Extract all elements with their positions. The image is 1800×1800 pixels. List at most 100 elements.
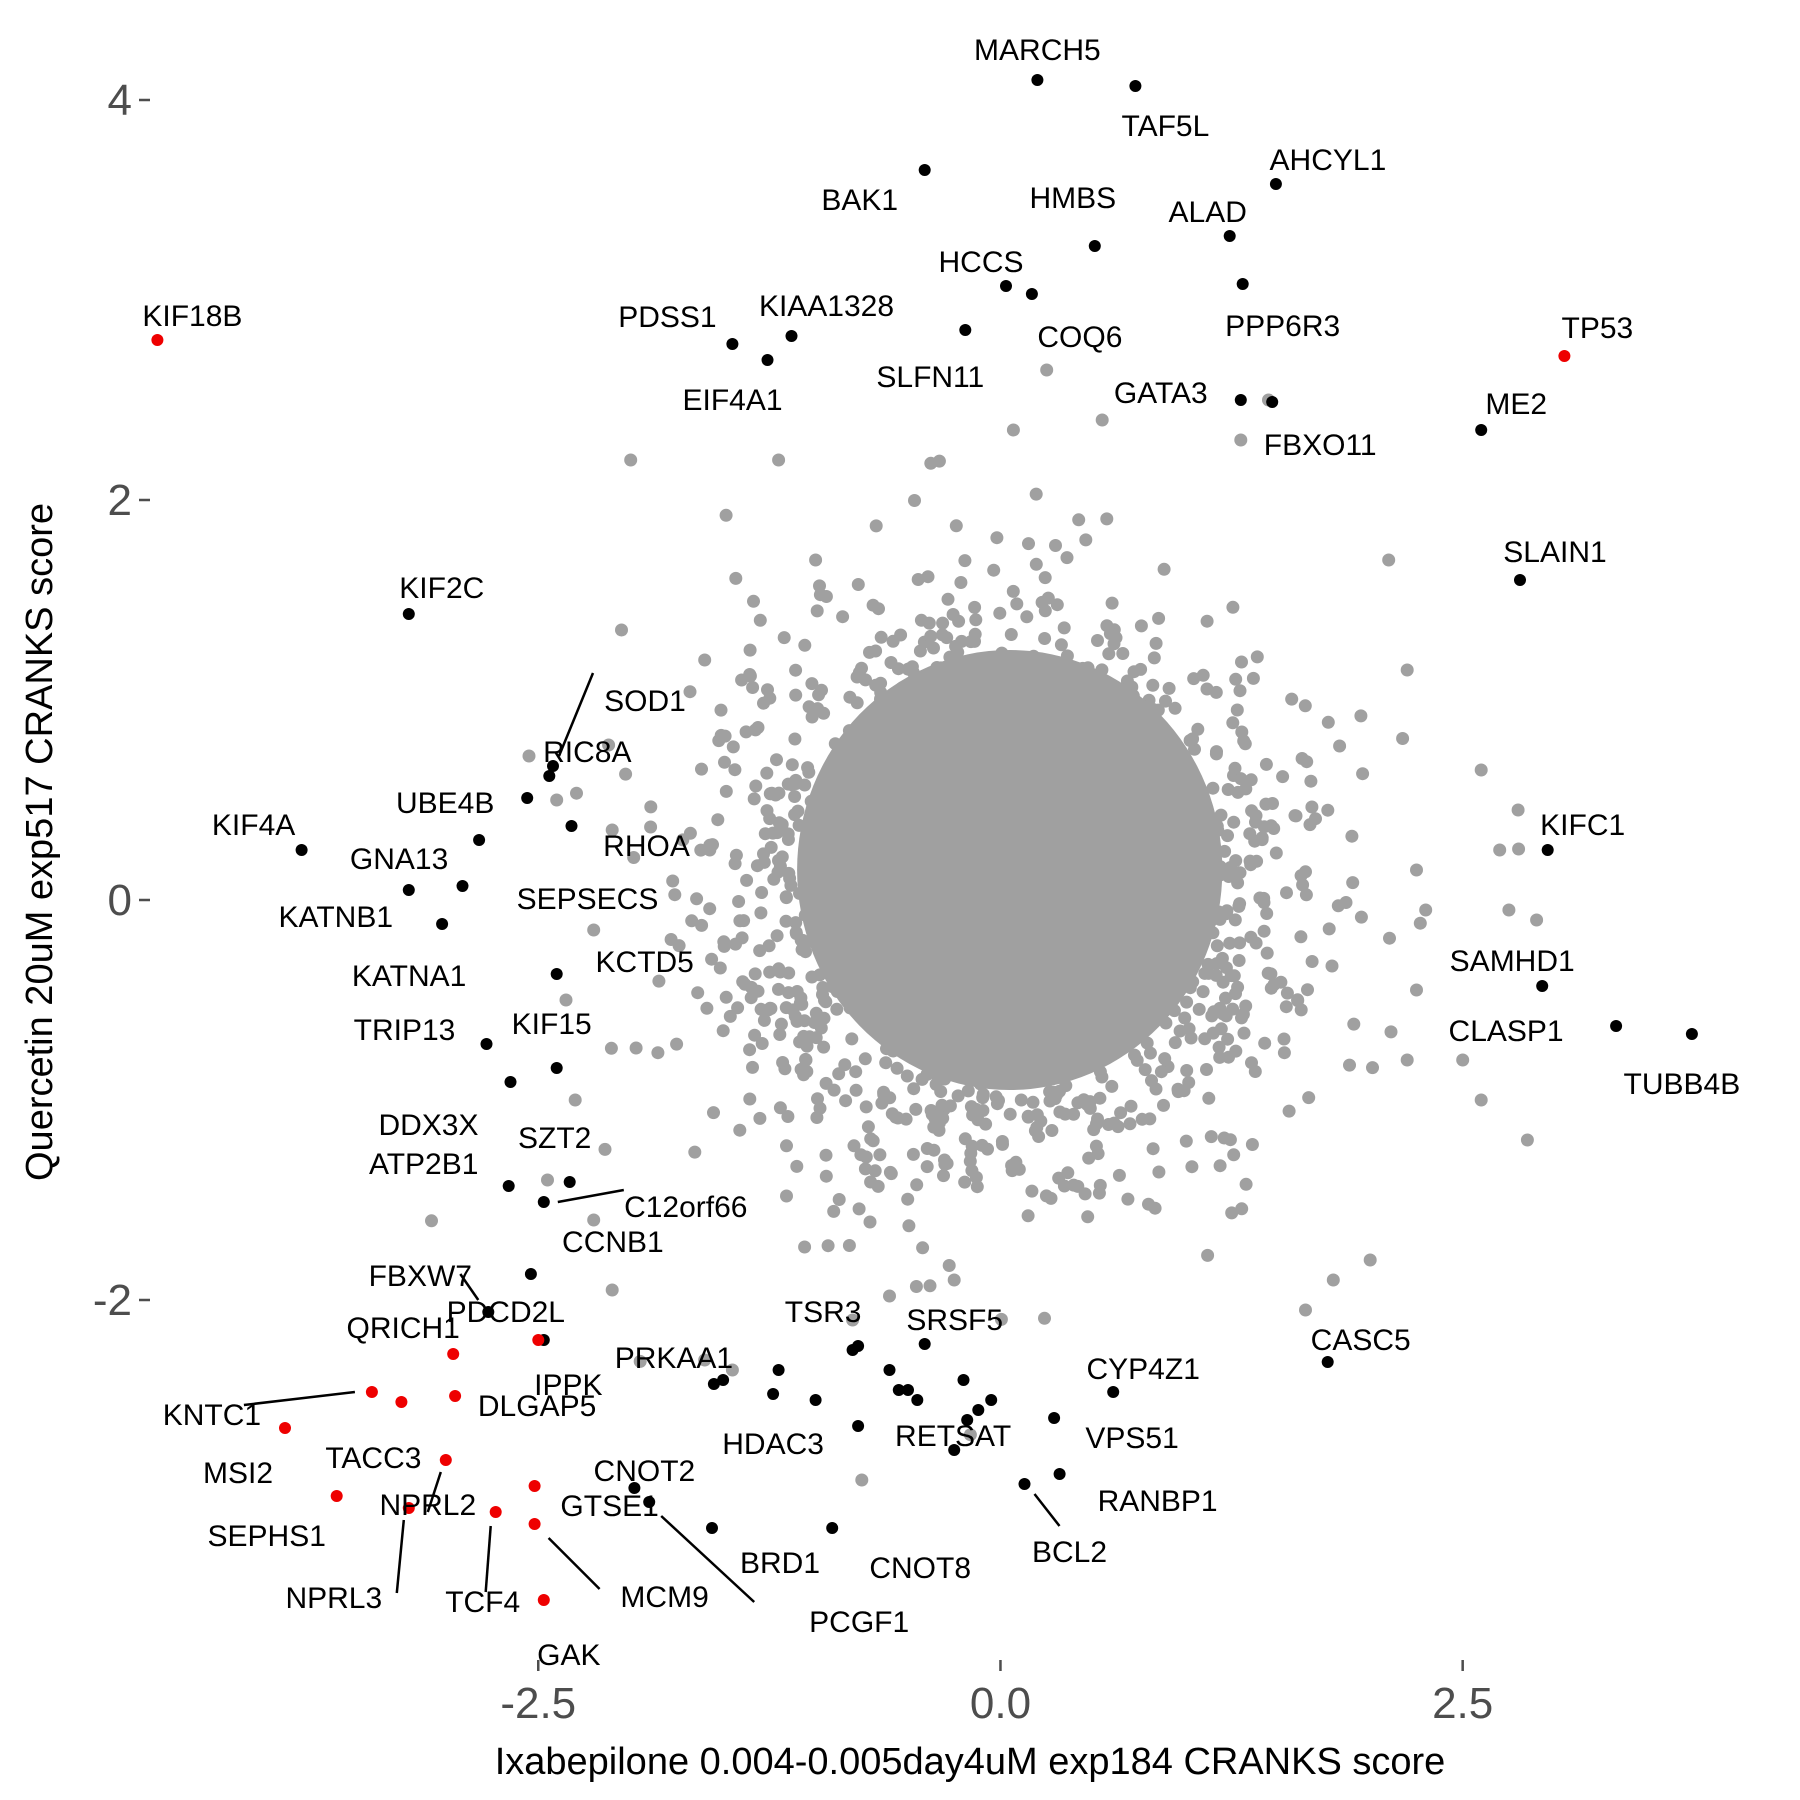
label-gtse1: GTSE1 xyxy=(560,1490,658,1523)
bulk-point xyxy=(717,939,731,953)
bulk-point xyxy=(975,1138,989,1152)
label-mcm9: MCM9 xyxy=(620,1581,708,1614)
point-brd1 xyxy=(706,1522,718,1534)
bulk-point xyxy=(891,662,905,676)
point-srsf5 xyxy=(918,1338,931,1350)
bulk-point xyxy=(963,1428,977,1442)
bulk-point xyxy=(789,663,803,677)
label-tcf4: TCF4 xyxy=(445,1586,520,1619)
label-hccs: HCCS xyxy=(938,246,1023,279)
point-ddx3x xyxy=(504,1076,517,1088)
bulk-point xyxy=(779,1001,793,1015)
point-msi2 xyxy=(279,1422,291,1434)
bulk-point xyxy=(735,673,749,687)
bulk-point xyxy=(958,1175,972,1189)
bulk-point xyxy=(970,1180,984,1194)
bulk-point xyxy=(1209,968,1223,982)
bulk-point xyxy=(1228,761,1242,775)
bulk-point xyxy=(1116,647,1130,660)
highlight-point xyxy=(717,1374,730,1386)
bulk-point xyxy=(1213,1159,1227,1173)
bulk-point xyxy=(923,1279,937,1293)
bulk-point xyxy=(976,1104,990,1117)
point-bcl2 xyxy=(1018,1478,1031,1490)
label-pdss1: PDSS1 xyxy=(618,301,716,334)
bulk-point xyxy=(1300,755,1314,769)
bulk-point xyxy=(732,895,746,908)
bulk-point xyxy=(1325,959,1339,973)
point-qrich1 xyxy=(447,1348,460,1360)
bulk-point xyxy=(996,1137,1009,1151)
highlight-point xyxy=(892,1384,905,1396)
bulk-point xyxy=(779,914,793,928)
bulk-point xyxy=(849,1083,863,1097)
bulk-point xyxy=(707,1106,720,1120)
bulk-point xyxy=(935,1098,949,1112)
bulk-point xyxy=(951,1089,965,1103)
axes: -2.5 0.0 2.5 -2 0 2 4 xyxy=(93,76,1493,1728)
point-kif2c xyxy=(402,608,415,620)
bulk-point xyxy=(1326,1273,1340,1287)
bulk-point xyxy=(819,1169,833,1183)
bulk-point xyxy=(1239,1177,1253,1191)
bulk-point xyxy=(809,1031,823,1045)
bulk-point xyxy=(868,1164,882,1178)
bulk-point xyxy=(1192,1002,1206,1016)
bulk-point xyxy=(757,1013,771,1027)
bulk-point xyxy=(1230,703,1244,717)
point-nprl3 xyxy=(402,1502,415,1514)
bulk-point xyxy=(1235,1202,1249,1216)
bulk-point xyxy=(644,800,658,814)
point-sod1 xyxy=(547,760,559,772)
label-eif4a1: EIF4A1 xyxy=(682,384,782,417)
label-kif2c: KIF2C xyxy=(399,572,484,605)
bulk-point xyxy=(1235,655,1248,669)
leader-lines xyxy=(243,672,1061,1603)
bulk-point xyxy=(772,453,786,467)
bulk-point xyxy=(790,1014,804,1028)
bulk-point xyxy=(1123,1117,1137,1131)
point-coq6 xyxy=(1025,288,1038,300)
label-taf5l: TAF5L xyxy=(1121,110,1209,143)
bulk-point xyxy=(683,826,697,840)
bulk-point xyxy=(863,645,876,659)
point-katna1 xyxy=(436,918,449,930)
bulk-point xyxy=(987,563,1001,577)
bulk-point xyxy=(952,614,966,628)
bulk-point xyxy=(764,840,778,854)
bulk-point xyxy=(1135,1112,1149,1126)
bulk-point xyxy=(1227,969,1241,983)
bulk-point xyxy=(1221,1032,1235,1046)
bulk-point xyxy=(1146,1142,1160,1156)
bulk-point xyxy=(1250,650,1264,664)
bulk-point xyxy=(1233,684,1247,698)
bulk-point xyxy=(1410,863,1423,877)
bulk-point xyxy=(762,939,776,953)
bulk-point xyxy=(979,1117,993,1131)
bulk-point xyxy=(1219,961,1233,975)
bulk-point xyxy=(1200,614,1214,628)
point-tcf4 xyxy=(489,1506,502,1518)
bulk-point xyxy=(886,634,900,648)
bulk-point xyxy=(976,1091,990,1105)
bulk-point xyxy=(719,990,733,1004)
bulk-point xyxy=(1212,1040,1226,1054)
point-kif18b xyxy=(151,334,164,346)
bulk-point xyxy=(1038,571,1052,585)
bulk-point xyxy=(1309,812,1322,826)
bulk-point xyxy=(775,818,789,831)
bulk-point xyxy=(760,804,774,818)
bulk-point xyxy=(836,610,850,624)
label-hmbs: HMBS xyxy=(1029,182,1116,215)
bulk-point xyxy=(1520,1133,1534,1147)
label-gak: GAK xyxy=(537,1639,600,1672)
label-katna1: KATNA1 xyxy=(352,960,466,993)
bulk-point xyxy=(728,763,742,777)
bulk-point xyxy=(726,740,740,754)
bulk-point xyxy=(805,677,819,691)
bulk-point xyxy=(905,660,919,674)
highlight-point xyxy=(948,1444,961,1456)
bulk-point xyxy=(1149,1082,1163,1096)
bulk-point xyxy=(1100,512,1114,526)
label-bcl2: BCL2 xyxy=(1032,1536,1107,1569)
